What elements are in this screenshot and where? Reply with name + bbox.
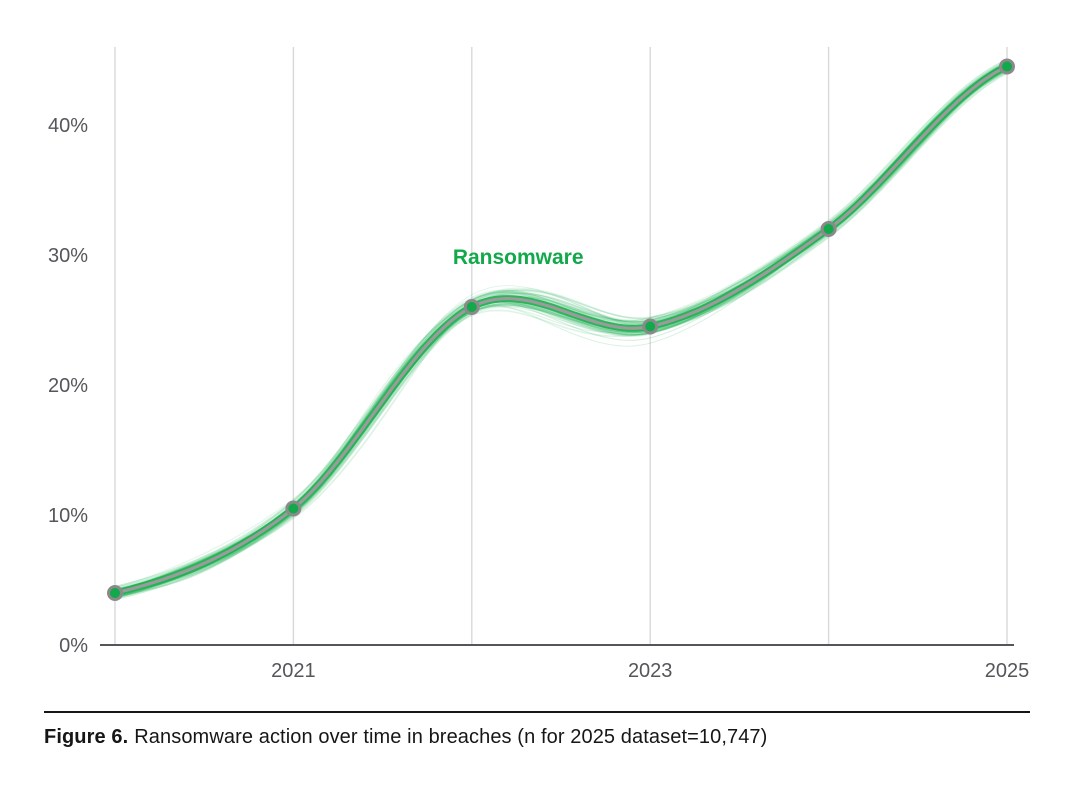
bootstrap-line	[114, 68, 1008, 598]
bootstrap-line	[114, 62, 1008, 594]
data-point	[642, 318, 659, 335]
bootstrap-line	[114, 65, 1008, 592]
bootstrap-line	[114, 70, 1008, 592]
bootstrap-line	[114, 67, 1008, 598]
trend-line-glow	[108, 59, 1014, 600]
bootstrap-line	[114, 70, 1008, 599]
bootstrap-line	[114, 66, 1008, 598]
bootstrap-line	[114, 63, 1008, 592]
series-annotation: Ransomware	[453, 246, 584, 269]
data-point	[107, 585, 123, 601]
bootstrap-line	[114, 68, 1008, 592]
ransomware-trend-chart: 0% 10% 20% 30% 40% 2021 2023 2025 Ransomware	[48, 47, 1029, 682]
bootstrap-line	[114, 64, 1008, 596]
bootstrap-line	[114, 72, 1008, 592]
bootstrap-line	[114, 67, 1008, 593]
bootstrap-line	[114, 67, 1008, 594]
trend-line-mean	[113, 64, 1009, 595]
y-axis-labels: 0% 10% 20% 30% 40%	[48, 115, 88, 657]
bootstrap-line	[114, 69, 1008, 596]
bootstrap-line	[114, 69, 1008, 594]
figure-caption-label: Figure 6.	[44, 726, 129, 748]
bootstrap-line	[114, 70, 1008, 593]
bootstrap-line	[114, 64, 1008, 596]
data-point	[463, 299, 480, 315]
data-points	[107, 58, 1015, 601]
bootstrap-line	[114, 66, 1008, 598]
y-tick-label: 30%	[48, 245, 88, 267]
bootstrap-line	[114, 61, 1008, 600]
caption-divider	[44, 711, 1030, 713]
bootstrap-line	[114, 66, 1008, 599]
data-point	[285, 500, 302, 517]
bootstrap-line	[114, 63, 1008, 593]
bootstrap-line	[114, 66, 1008, 595]
trend-line-core	[111, 63, 1011, 597]
x-axis-labels: 2021 2023 2025	[271, 660, 1029, 682]
bootstrap-line	[114, 62, 1008, 594]
gridlines-group	[114, 47, 1008, 645]
y-tick-label: 0%	[59, 635, 88, 657]
bootstrap-line	[114, 67, 1008, 598]
bootstrap-line	[114, 62, 1008, 598]
bootstrap-line	[114, 66, 1008, 595]
series-label: Ransomware	[453, 246, 584, 269]
bootstrap-line	[114, 64, 1008, 596]
bootstrap-line	[114, 63, 1008, 596]
mean-line	[108, 59, 1014, 600]
bootstrap-line	[114, 68, 1008, 593]
x-tick-label: 2025	[985, 660, 1030, 682]
y-tick-label: 20%	[48, 375, 88, 397]
y-tick-label: 10%	[48, 505, 88, 527]
x-tick-label: 2021	[271, 660, 316, 682]
y-tick-label: 40%	[48, 115, 88, 137]
bootstrap-line	[114, 64, 1008, 596]
bootstrap-line	[114, 63, 1008, 592]
bootstrap-line	[114, 68, 1008, 597]
x-tick-label: 2023	[628, 660, 673, 682]
spaghetti-lines	[114, 60, 1008, 600]
bootstrap-line	[114, 62, 1008, 593]
data-point	[999, 58, 1015, 75]
figure-caption: Figure 6. Ransomware action over time in …	[44, 724, 1034, 750]
data-point	[820, 221, 837, 237]
figure-caption-text: Ransomware action over time in breaches …	[134, 726, 768, 748]
bootstrap-line	[114, 65, 1008, 598]
